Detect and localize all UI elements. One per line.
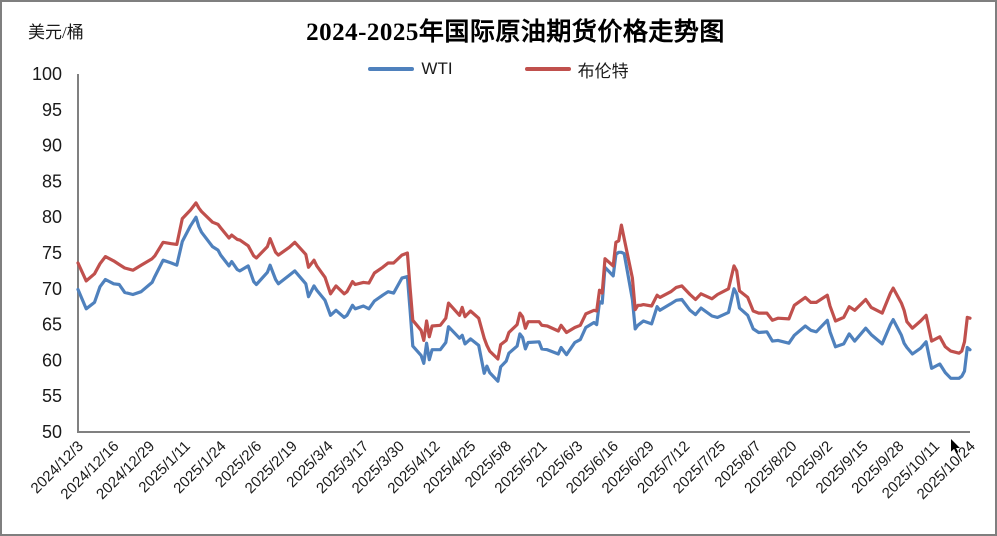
y-axis-label: 70 (42, 279, 62, 299)
y-axis-label: 65 (42, 315, 62, 335)
mouse-cursor-icon (951, 439, 960, 454)
legend-label-wti: WTI (421, 59, 453, 78)
y-axis-label: 55 (42, 386, 62, 406)
legend-label-brent: 布伦特 (577, 61, 629, 81)
y-axis-label: 75 (42, 243, 62, 263)
series-line-brent (76, 201, 972, 361)
wti-line-swatch-icon (368, 67, 415, 71)
series-line-wti (76, 215, 972, 383)
chart-legend: WTI 布伦特 (2, 57, 995, 82)
y-axis-label: 95 (42, 100, 62, 120)
y-axis-label: 100 (32, 64, 62, 84)
y-axis-label: 50 (42, 422, 62, 442)
y-axis-label: 85 (42, 171, 62, 191)
axis-lines (77, 74, 970, 433)
legend-item-brent: 布伦特 (524, 57, 629, 82)
brent-line-swatch-icon (524, 67, 571, 71)
y-axis-label: 90 (42, 136, 62, 156)
chart-title: 2024-2025年国际原油期货价格走势图 (306, 19, 725, 46)
y-axis-unit-label: 美元/桶 (28, 23, 84, 42)
legend-item-wti: WTI (368, 59, 453, 79)
y-axis-label: 60 (42, 350, 62, 370)
y-axis-label: 80 (42, 207, 62, 227)
